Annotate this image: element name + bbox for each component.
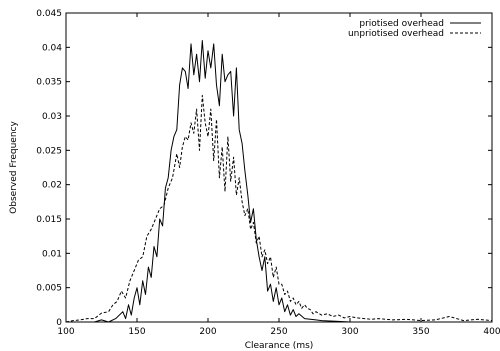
y-tick-label: 0.005: [36, 284, 62, 294]
x-axis-title: Clearance (ms): [245, 341, 314, 351]
series-line-priotised: [66, 40, 492, 323]
y-tick-label: 0.025: [36, 146, 62, 156]
x-axis: 100 150 200 250 300 350 400: [57, 13, 500, 337]
y-tick-label: 0.015: [36, 215, 62, 225]
y-tick-label: 0.035: [36, 78, 62, 88]
y-tick-label: 0.02: [42, 181, 62, 191]
y-axis-title: Observed Frequency: [9, 121, 19, 214]
x-tick-label: 400: [483, 327, 500, 337]
x-tick-label: 100: [57, 327, 74, 337]
legend-label: priotised overhead: [359, 19, 444, 29]
series-layer: [65, 40, 493, 323]
y-tick-label: 0: [56, 318, 62, 328]
y-tick-label: 0.03: [42, 112, 62, 122]
y-tick-label: 0.045: [36, 9, 62, 19]
y-tick-label: 0.04: [42, 43, 62, 53]
legend-label: unpriotised overhead: [348, 29, 444, 39]
y-axis: 0 0.005 0.01 0.015 0.02 0.025 0.03 0.035 0.04 0.0…: [36, 9, 492, 328]
x-tick-label: 150: [128, 327, 145, 337]
x-tick-label: 350: [412, 327, 429, 337]
plot-frame: [65, 12, 493, 323]
x-tick-label: 250: [270, 327, 287, 337]
series-line-unpriotised: [65, 94, 493, 323]
x-tick-label: 300: [341, 327, 358, 337]
x-tick-label: 200: [199, 327, 216, 337]
y-tick-label: 0.01: [42, 249, 62, 259]
